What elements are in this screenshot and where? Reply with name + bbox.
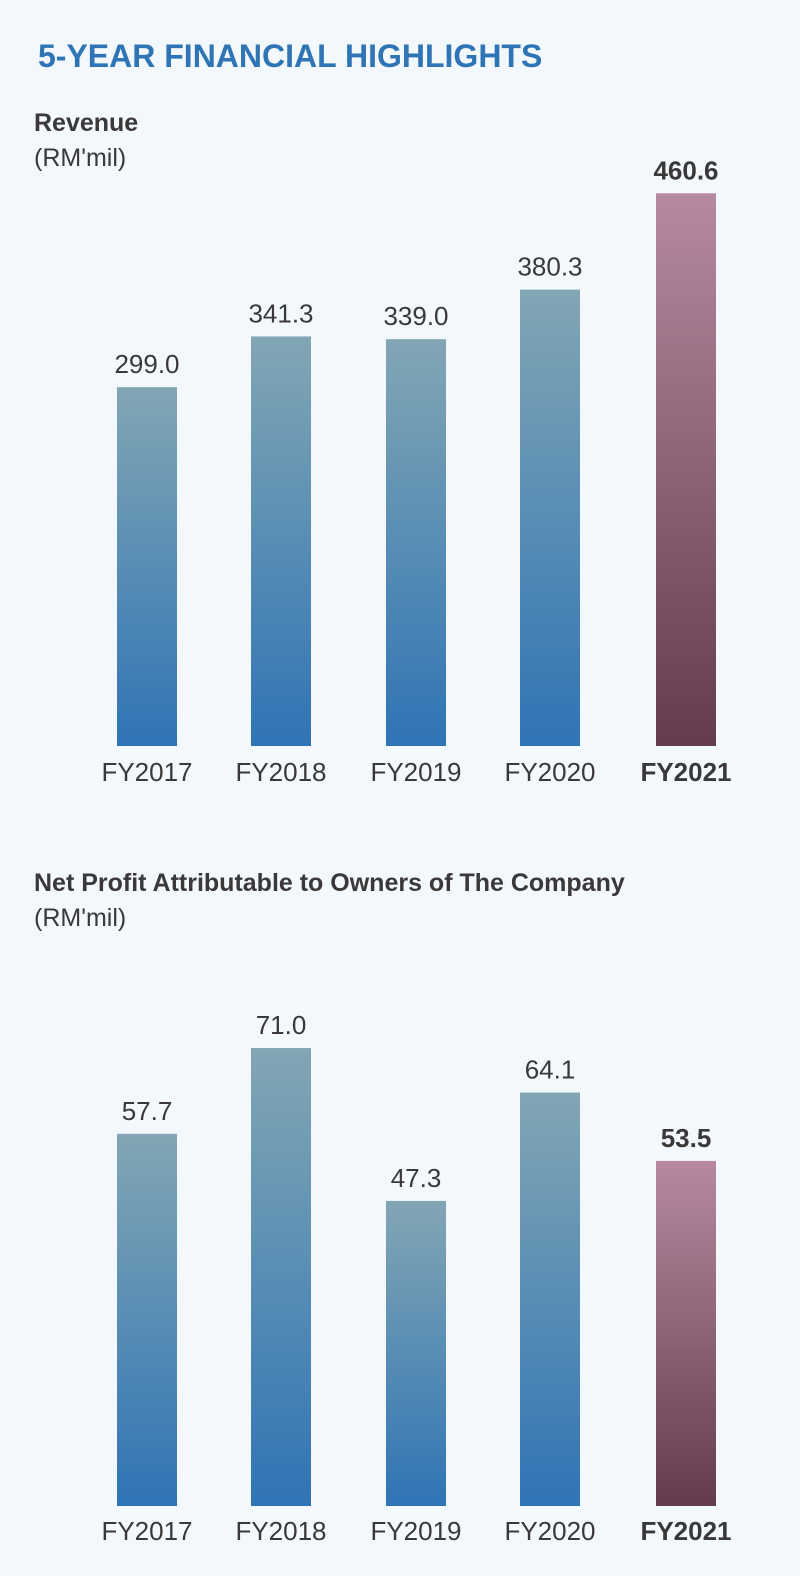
net-profit-chart: 57.7 FY2017 71.0 FY2018 47.3 FY2019 64.1 FY2020… [101,1010,731,1546]
x-tick-label-fy2018: FY2018 [235,1516,326,1546]
data-label-fy2021: 460.6 [653,155,718,185]
x-tick-label-fy2019: FY2019 [370,757,461,787]
revenue-chart-title: Revenue [34,109,138,137]
data-label-fy2020: 64.1 [525,1055,576,1085]
data-label-fy2020: 380.3 [517,252,582,282]
bar-fy2018 [251,336,311,746]
data-label-fy2017: 57.7 [122,1096,173,1126]
data-label-fy2021: 53.5 [661,1123,712,1153]
data-label-fy2017: 299.0 [114,349,179,379]
x-tick-label-fy2019: FY2019 [370,1516,461,1546]
bar-fy2019 [386,1200,446,1506]
revenue-unit: (RM'mil) [34,144,126,172]
bar-fy2017 [117,1133,177,1506]
bar-fy2021 [656,193,716,746]
x-tick-label-fy2020: FY2020 [504,1516,595,1546]
net-profit-chart-title: Net Profit Attributable to Owners of The… [34,869,625,897]
data-label-fy2019: 47.3 [391,1163,442,1193]
x-tick-label-fy2020: FY2020 [504,757,595,787]
bar-fy2017 [117,387,177,746]
bar-fy2018 [251,1048,311,1506]
net-profit-unit: (RM'mil) [34,904,126,932]
x-tick-label-fy2021: FY2021 [640,1516,731,1546]
x-tick-label-fy2017: FY2017 [101,1516,192,1546]
data-label-fy2019: 339.0 [383,301,448,331]
revenue-chart: 299.0 FY2017 341.3 FY2018 339.0 FY2019 380.3 FY… [101,155,731,787]
bar-fy2021 [656,1160,716,1506]
x-tick-label-fy2018: FY2018 [235,757,326,787]
bar-fy2019 [386,339,446,746]
x-tick-label-fy2021: FY2021 [640,757,731,787]
x-tick-label-fy2017: FY2017 [101,757,192,787]
bar-fy2020 [520,1092,580,1506]
data-label-fy2018: 71.0 [256,1010,307,1040]
bar-fy2020 [520,289,580,746]
page-title: 5-YEAR FINANCIAL HIGHLIGHTS [38,38,542,74]
data-label-fy2018: 341.3 [248,298,313,328]
